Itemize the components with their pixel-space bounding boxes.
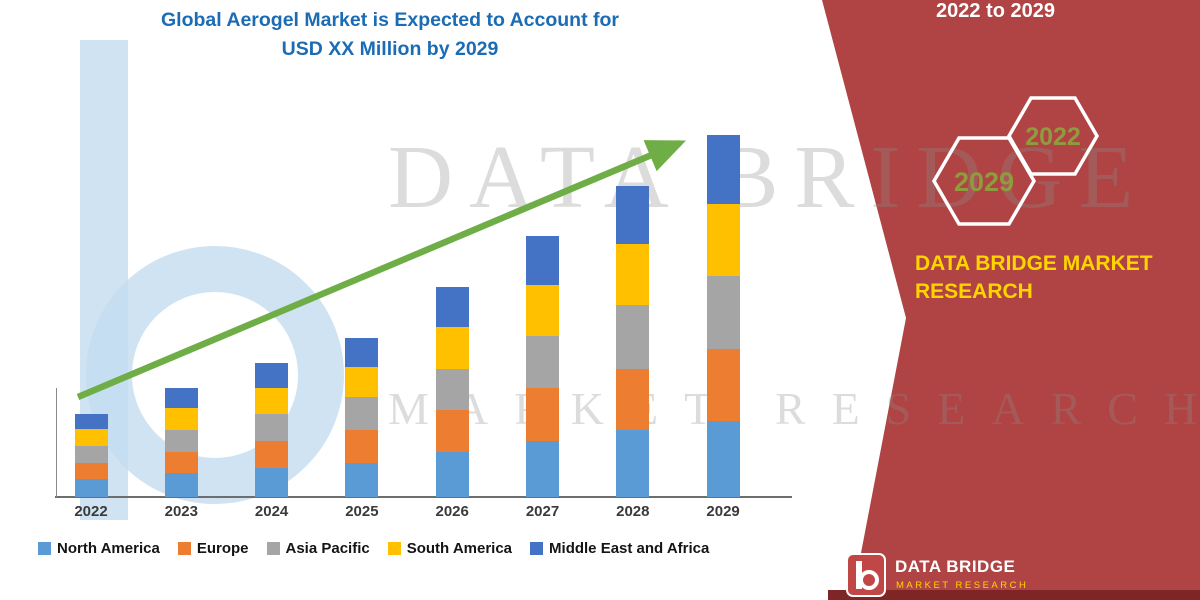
bar-segment-europe [345, 430, 379, 463]
x-axis-label-2027: 2027 [525, 503, 560, 520]
chart-title-line2: USD XX Million by 2029 [281, 38, 499, 60]
bar-segment-europe [526, 388, 559, 441]
bar-segment-middle-east-and-africa [74, 413, 108, 430]
bar-segment-north-america [164, 473, 198, 497]
bar-segment-asia-pacific [74, 445, 108, 463]
bar-segment-north-america [74, 478, 108, 497]
bar-segment-middle-east-and-africa [164, 388, 198, 409]
bar-segment-south-america [616, 243, 650, 306]
bar-segment-south-america [526, 285, 559, 336]
bar-column-2027 [526, 236, 559, 497]
bar-segment-south-america [164, 408, 198, 431]
bar-segment-asia-pacific [164, 430, 198, 452]
bar-column-2023 [164, 388, 198, 497]
bar-column-2022 [74, 413, 108, 497]
bar-segment-middle-east-and-africa [526, 236, 559, 286]
x-axis-label-2028: 2028 [616, 503, 650, 520]
bar-column-2024 [255, 363, 289, 497]
bar-segment-north-america [435, 451, 469, 497]
bar-segment-north-america [706, 420, 740, 497]
footer-brand-name: DATA BRIDGE [895, 557, 1016, 576]
forecast-range-text: 2022 to 2029 [936, 0, 1055, 22]
x-axis-label-2025: 2025 [345, 503, 379, 520]
bar-segment-north-america [616, 430, 650, 497]
bar-column-2029 [706, 135, 740, 497]
bar-segment-europe [616, 368, 650, 431]
x-axis-label-2029: 2029 [706, 503, 740, 520]
legend-item-north-america: North America [38, 540, 160, 557]
legend-item-middle-east-and-africa: Middle East and Africa [530, 540, 709, 557]
bar-segment-europe [164, 451, 198, 474]
legend-label-north-america: North America [57, 540, 160, 557]
bar-segment-europe [706, 348, 740, 421]
bar-segment-middle-east-and-africa [616, 185, 650, 244]
brand-text: DATA BRIDGE MARKET RESEARCH [915, 250, 1153, 306]
brand-text-line1: DATA BRIDGE MARKET [915, 252, 1153, 275]
footer-b-logo-icon [846, 553, 886, 597]
bar-segment-asia-pacific [255, 413, 289, 441]
legend-item-asia-pacific: Asia Pacific [266, 540, 370, 557]
bar-segment-asia-pacific [345, 397, 379, 431]
x-axis-label-2023: 2023 [164, 503, 198, 520]
legend-swatch-asia-pacific [266, 542, 280, 555]
chart-title: Global Aerogel Market is Expected to Acc… [60, 6, 720, 64]
x-axis-line [55, 496, 792, 498]
bar-segment-europe [74, 462, 108, 479]
bar-segment-europe [435, 410, 469, 452]
x-axis-label-2024: 2024 [254, 503, 289, 520]
bar-segment-middle-east-and-africa [706, 135, 740, 204]
bar-segment-asia-pacific [616, 305, 650, 369]
bar-segment-asia-pacific [706, 276, 740, 349]
bar-column-2026 [435, 287, 469, 497]
bar-segment-europe [255, 440, 289, 469]
footer-brand-sub: MARKET RESEARCH [896, 580, 1029, 591]
legend-swatch-south-america [387, 542, 401, 555]
footer-band [828, 590, 1200, 600]
legend-swatch-north-america [38, 542, 51, 555]
x-axis-label-2022: 2022 [74, 503, 108, 520]
legend-swatch-europe [177, 542, 191, 555]
bar-segment-south-america [74, 429, 108, 446]
chart-title-line1: Global Aerogel Market is Expected to Acc… [161, 9, 619, 31]
bar-segment-middle-east-and-africa [345, 337, 379, 367]
bar-segment-middle-east-and-africa [255, 363, 289, 389]
bar-segment-asia-pacific [526, 335, 559, 389]
x-axis-label-2026: 2026 [435, 503, 469, 520]
footer-emblem-bowl [859, 570, 879, 590]
footer-emblem-stem [856, 561, 862, 589]
chart-legend: North America Europe Asia Pacific South Ame… [38, 540, 709, 557]
legend-item-europe: Europe [177, 540, 249, 557]
legend-label-south-america: South America [406, 540, 513, 557]
red-panel-shape [822, 0, 1200, 600]
bar-segment-south-america [255, 388, 289, 414]
footer-emblem-frame [846, 553, 886, 597]
watermark-line1: DATA BRIDGE [388, 128, 1150, 227]
bar-segment-south-america [345, 366, 379, 398]
bar-segment-middle-east-and-africa [435, 287, 469, 327]
watermark-line2: MARKET RESEARCH [388, 383, 1200, 434]
legend-label-asia-pacific: Asia Pacific [285, 540, 370, 557]
legend-label-middle-east-and-africa: Middle East and Africa [549, 540, 710, 557]
bar-column-2028 [616, 185, 650, 497]
bar-column-2025 [345, 337, 379, 497]
bar-segment-asia-pacific [435, 368, 469, 411]
bar-segment-south-america [706, 203, 740, 277]
brand-text-line2: RESEARCH [915, 280, 1033, 303]
bar-segment-north-america [255, 468, 289, 497]
bar-segment-south-america [435, 326, 469, 369]
legend-swatch-middle-east-and-africa [530, 542, 544, 555]
bar-segment-north-america [345, 462, 379, 497]
y-axis-line [56, 388, 57, 497]
legend-item-south-america: South America [387, 540, 513, 557]
bar-segment-north-america [526, 440, 559, 497]
legend-label-europe: Europe [196, 540, 249, 557]
